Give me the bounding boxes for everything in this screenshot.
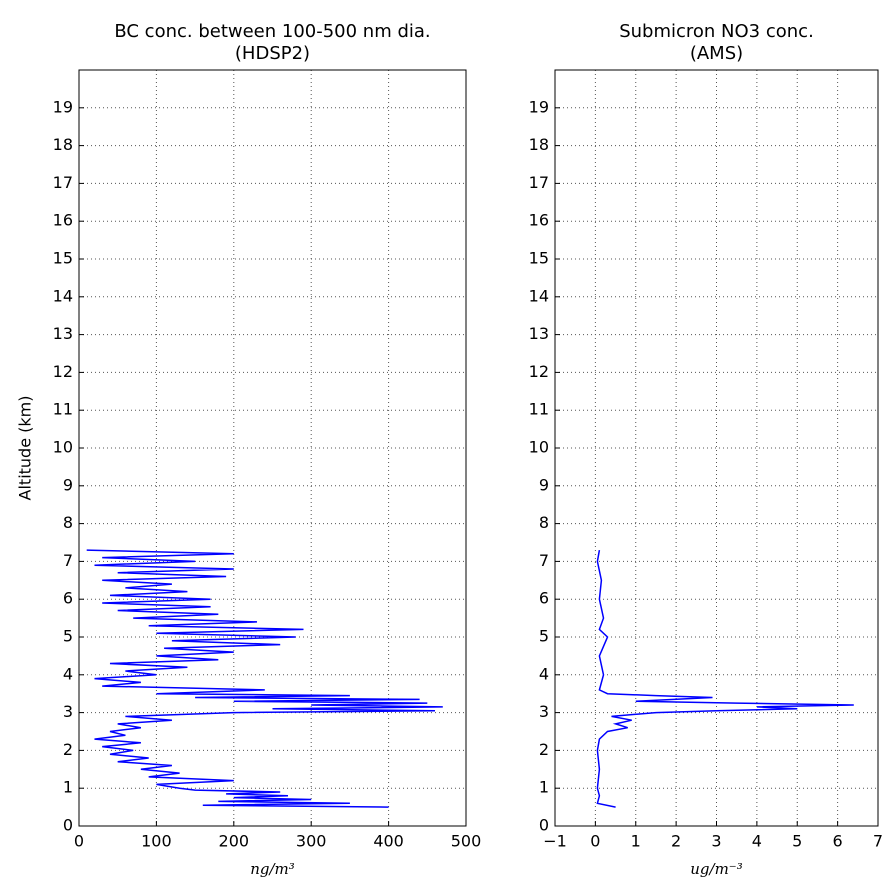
y-tick-label: 2 [63,740,73,759]
y-tick-label: 1 [539,778,549,797]
y-tick-label: 19 [529,97,549,116]
x-tick-label: 1 [631,832,641,851]
y-tick-label: 10 [53,438,73,457]
chart-title: Submicron NO3 conc. [619,21,814,42]
x-tick-label: 100 [141,832,172,851]
x-tick-label: 6 [833,832,843,851]
y-tick-label: 14 [53,286,73,305]
chart-subtitle: (HDSP2) [235,43,310,64]
profile-line [86,549,443,808]
x-tick-label: 5 [792,832,802,851]
y-tick-label: 15 [529,249,549,268]
y-tick-label: 16 [53,211,73,230]
y-tick-label: 17 [53,173,73,192]
y-tick-label: 4 [539,664,549,683]
y-tick-label: 19 [53,97,73,116]
y-tick-label: 11 [529,400,549,419]
x-tick-label: 2 [671,832,681,851]
y-tick-label: 9 [539,475,549,494]
x-axis-label: ng/m³ [250,860,295,878]
x-tick-label: 500 [451,832,482,851]
y-tick-label: 1 [63,778,73,797]
x-tick-label: 3 [711,832,721,851]
x-tick-label: 4 [752,832,762,851]
y-tick-label: 13 [53,324,73,343]
y-tick-label: 0 [63,816,73,835]
y-tick-label: 13 [529,324,549,343]
chart-subtitle: (AMS) [690,43,743,64]
y-tick-label: 15 [53,249,73,268]
x-tick-label: 0 [74,832,84,851]
y-tick-label: 0 [539,816,549,835]
y-tick-label: 18 [529,135,549,154]
y-tick-label: 3 [539,702,549,721]
y-tick-label: 4 [63,664,73,683]
y-tick-label: 5 [63,627,73,646]
y-tick-label: 8 [63,513,73,532]
y-tick-label: 16 [529,211,549,230]
chart-title: BC conc. between 100-500 nm dia. [114,21,430,42]
x-tick-label: 0 [590,832,600,851]
y-tick-label: 17 [529,173,549,192]
x-tick-label: 200 [219,832,250,851]
x-tick-label: 300 [296,832,327,851]
plot-frame [554,69,879,827]
x-tick-label: 7 [873,832,883,851]
y-tick-label: 6 [539,589,549,608]
y-tick-label: 2 [539,740,549,759]
y-tick-label: 6 [63,589,73,608]
y-tick-label: 7 [539,551,549,570]
profile-line [596,549,854,808]
y-tick-label: 9 [63,475,73,494]
y-tick-label: 14 [529,286,549,305]
y-tick-label: 5 [539,627,549,646]
y-tick-label: 7 [63,551,73,570]
x-tick-label: −1 [543,832,567,851]
y-tick-label: 18 [53,135,73,154]
y-tick-label: 8 [539,513,549,532]
x-tick-label: 400 [373,832,404,851]
y-tick-label: 10 [529,438,549,457]
y-tick-label: 3 [63,702,73,721]
y-tick-label: 12 [529,362,549,381]
plot-frame [78,69,467,827]
y-axis-label: Altitude (km) [16,396,35,501]
y-tick-label: 12 [53,362,73,381]
x-axis-label: ug/m⁻³ [690,860,742,878]
y-tick-label: 11 [53,400,73,419]
